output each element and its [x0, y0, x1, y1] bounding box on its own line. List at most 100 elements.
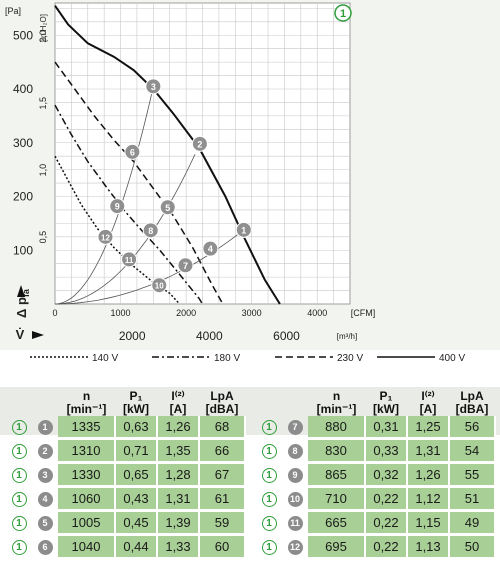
cell-power: 0,45 [115, 510, 158, 536]
header-current: I⁽²⁾ [A] [169, 389, 187, 416]
point-badge: 9 [287, 468, 303, 483]
performance-table-right: n [min⁻¹] P₁ [kW] I⁽²⁾ [A] LpA [dBA] 1 7 880 0,… [256, 390, 496, 560]
cell-speed: 865 [308, 462, 366, 488]
curve-badge: 1 [261, 468, 277, 483]
cell-current: 1,15 [407, 510, 450, 536]
cell-power: 0,22 [365, 510, 408, 536]
operating-point-marker [177, 257, 194, 274]
system-curve [54, 154, 196, 305]
header-current: I⁽²⁾ [A] [419, 389, 437, 416]
cell-sound-level: 49 [449, 510, 496, 536]
x-cfm-tick-label: 3000 [242, 308, 262, 318]
operating-point-marker [124, 143, 141, 160]
x-cfm-tick-label: 0 [52, 308, 57, 318]
x-axis-arrow [32, 331, 44, 339]
point-badge-cell: 7 [282, 416, 308, 440]
curve-badge: 1 [11, 492, 27, 507]
cell-current: 1,35 [157, 438, 200, 464]
curve-badge-cell: 1 [256, 510, 282, 536]
fan-curve-400v [54, 5, 281, 305]
operating-point-label: 6 [130, 147, 135, 157]
operating-point-marker [109, 198, 126, 215]
cell-power: 0,65 [115, 462, 158, 488]
operating-point-12: 12 [97, 228, 114, 245]
operating-point-marker [145, 78, 162, 95]
point-badge: 7 [287, 420, 303, 435]
x-cfm-unit: [CFM] [351, 308, 376, 318]
operating-point-11: 11 [121, 251, 138, 268]
cell-sound-level: 66 [199, 438, 246, 464]
y-tick-label: 200 [13, 190, 33, 204]
operating-point-9: 9 [109, 198, 126, 215]
x-cfm-tick-label: 2000 [176, 308, 196, 318]
table-row: 1 12 695 0,22 1,13 50 [256, 534, 496, 560]
cell-speed: 665 [308, 510, 366, 536]
table-row: 1 4 1060 0,43 1,31 61 [6, 486, 246, 512]
header-n: n [min⁻¹] [316, 389, 357, 416]
point-badge: 5 [37, 516, 53, 531]
operating-point-label: 4 [208, 244, 213, 254]
operating-point-5: 5 [159, 199, 176, 216]
operating-point-label: 3 [151, 82, 156, 92]
cell-speed: 1005 [58, 510, 116, 536]
table-row: 1 6 1040 0,44 1,33 60 [6, 534, 246, 560]
cell-current: 1,39 [157, 510, 200, 536]
operating-point-marker [191, 135, 208, 152]
cell-current: 1,12 [407, 486, 450, 512]
x-m3h-unit: [m³/h] [337, 332, 357, 341]
operating-point-label: 2 [197, 139, 202, 149]
operating-point-marker [142, 222, 159, 239]
chart-legend: 140 V 180 V 230 V 400 V [0, 350, 500, 372]
y2-tick-label: 2,0 [38, 30, 48, 43]
cell-sound-level: 51 [449, 486, 496, 512]
point-badge-cell: 12 [282, 534, 308, 560]
table-row: 1 8 830 0,33 1,31 54 [256, 438, 496, 464]
point-badge-cell: 2 [32, 438, 58, 464]
curve-badge-cell: 1 [256, 438, 282, 464]
operating-point-7: 7 [177, 257, 194, 274]
operating-point-6: 6 [124, 143, 141, 160]
y-axis-arrow [17, 285, 25, 297]
curve-badge-cell: 1 [6, 462, 32, 488]
cell-sound-level: 60 [199, 534, 246, 560]
curve-badge-cell: 1 [256, 462, 282, 488]
curve-badge-cell: 1 [6, 486, 32, 512]
curve-badge: 1 [11, 540, 27, 555]
header-n: n [min⁻¹] [66, 389, 107, 416]
curve-badge: 1 [11, 516, 27, 531]
cell-sound-level: 56 [449, 416, 496, 440]
point-badge: 4 [37, 492, 53, 507]
curve-badge: 1 [261, 540, 277, 555]
x-m3h-tick-label: 2000 [119, 329, 146, 343]
curve-badge-cell: 1 [6, 534, 32, 560]
y-tick-label: 300 [13, 136, 33, 150]
cell-speed: 710 [308, 486, 366, 512]
cell-power: 0,43 [115, 486, 158, 512]
curve-badge-cell: 1 [256, 486, 282, 512]
operating-point-label: 1 [241, 225, 246, 235]
point-badge-cell: 5 [32, 510, 58, 536]
cell-current: 1,26 [157, 416, 200, 440]
y-tick-label: 100 [13, 243, 33, 257]
curve-badge: 1 [261, 492, 277, 507]
point-badge-cell: 10 [282, 486, 308, 512]
point-badge-cell: 4 [32, 486, 58, 512]
cell-speed: 1060 [58, 486, 116, 512]
cell-power: 0,22 [365, 486, 408, 512]
table-row: 1 2 1310 0,71 1,35 66 [6, 438, 246, 464]
operating-point-4: 4 [202, 240, 219, 257]
badge-label: 1 [340, 8, 346, 20]
operating-point-2: 2 [191, 135, 208, 152]
cell-power: 0,71 [115, 438, 158, 464]
point-badge-cell: 9 [282, 462, 308, 488]
cell-speed: 880 [308, 416, 366, 440]
cell-sound-level: 61 [199, 486, 246, 512]
table-row: 1 10 710 0,22 1,12 51 [256, 486, 496, 512]
table-row: 1 7 880 0,31 1,25 56 [256, 416, 496, 440]
table-header-row: n [min⁻¹] P₁ [kW] I⁽²⁾ [A] LpA [dBA] [256, 390, 495, 416]
operating-point-label: 5 [165, 203, 170, 213]
badge-circle [334, 4, 352, 22]
performance-table-left: n [min⁻¹] P₁ [kW] I⁽²⁾ [A] LpA [dBA] 1 1 1335 0… [6, 390, 246, 560]
